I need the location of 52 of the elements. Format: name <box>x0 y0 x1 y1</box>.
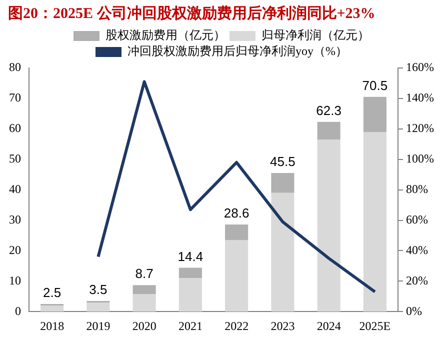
y2-tick-label: 120% <box>406 121 434 136</box>
bar <box>132 285 156 294</box>
y-tick-label: 60 <box>9 121 21 136</box>
total-label: 28.6 <box>224 206 250 221</box>
bar <box>271 192 294 312</box>
x-tick-label: 2023 <box>270 318 295 333</box>
legend-label: 冲回股权激励费用后归母净利润yoy（%） <box>128 44 348 58</box>
legend-label: 股权激励费用（亿元） <box>106 28 226 42</box>
bar <box>40 306 64 312</box>
total-label: 14.4 <box>178 248 204 264</box>
y-tick-label: 0 <box>15 304 21 318</box>
x-tick-label: 2021 <box>178 318 202 333</box>
y-tick-label: 40 <box>9 182 21 196</box>
total-label: 3.5 <box>89 282 108 298</box>
y2-tick-label: 40% <box>406 242 428 257</box>
bar <box>271 173 294 193</box>
y-tick-label: 10 <box>9 273 21 288</box>
total-label: 70.5 <box>362 78 388 94</box>
x-tick-label: 2024 <box>316 318 341 333</box>
x-tick-label: 2019 <box>86 318 110 333</box>
y-tick-label: 80 <box>9 60 21 74</box>
y-tick-label: 70 <box>9 90 21 105</box>
y-tick-label: 50 <box>9 152 21 166</box>
bar <box>225 224 248 240</box>
bar <box>317 140 340 312</box>
total-label: 2.5 <box>43 285 62 300</box>
bar <box>86 302 110 312</box>
y2-tick-label: 80% <box>406 182 428 196</box>
bar <box>178 278 202 312</box>
x-tick-label: 2022 <box>224 318 249 333</box>
x-tick-label: 2025E <box>359 318 391 333</box>
bar <box>363 132 386 312</box>
y2-tick-label: 160% <box>406 60 434 74</box>
bar <box>178 268 202 278</box>
chart-title: 图20：2025E 公司冲回股权激励费用后净利润同比+23% <box>7 4 376 24</box>
y2-tick-label: 140% <box>406 90 434 105</box>
legend-label: 归母净利润（亿元） <box>262 28 370 42</box>
y2-tick-label: 60% <box>406 212 428 226</box>
y-tick-label: 20 <box>9 242 21 257</box>
total-label: 8.7 <box>135 266 154 282</box>
x-tick-label: 2018 <box>40 318 64 333</box>
y2-tick-label: 0% <box>406 304 422 318</box>
y-tick-label: 30 <box>9 212 21 226</box>
x-tick-label: 2020 <box>132 318 156 333</box>
bar <box>132 294 156 312</box>
total-label: 62.3 <box>316 102 342 118</box>
bar <box>317 122 340 140</box>
y2-tick-label: 20% <box>406 273 428 288</box>
bar <box>225 240 248 312</box>
bar <box>363 96 386 132</box>
total-label: 45.5 <box>270 154 296 170</box>
y2-tick-label: 100% <box>406 152 434 166</box>
